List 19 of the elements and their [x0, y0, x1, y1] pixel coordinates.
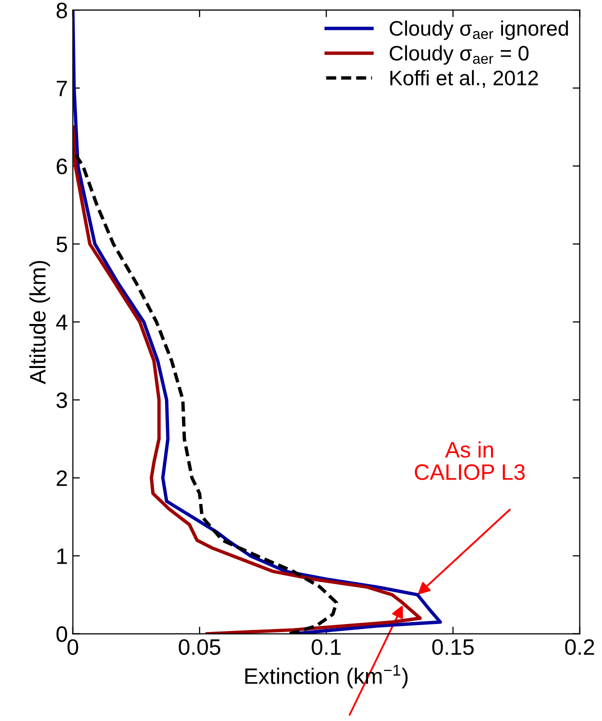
legend-label: Koffi et al., 2012 [390, 70, 538, 88]
legend-label: Cloudy σ$_{aer}$ ignored [390, 20, 568, 40]
y-tick-label: 5 [56, 236, 68, 252]
y-tick-label: 0 [56, 626, 68, 642]
x-tick-label: 0.1 [312, 639, 341, 655]
x-tick-label: 0.2 [565, 639, 594, 655]
y-axis-title: Altitude (km) [29, 260, 50, 384]
x-tick-label: 0.15 [432, 639, 474, 655]
annotation: As in CALIOP L3 [414, 441, 525, 480]
y-tick-label: 6 [56, 158, 68, 174]
legend-label: Cloudy σ$_{aer}$ = 0 [390, 45, 529, 65]
y-tick-label: 4 [56, 314, 68, 330]
y-tick-label: 8 [56, 2, 68, 18]
x-tick-label: 0.05 [178, 639, 220, 655]
y-tick-label: 2 [56, 470, 67, 486]
x-tick-label: 0 [68, 639, 78, 655]
y-tick-label: 3 [56, 392, 68, 408]
y-tick-label: 7 [56, 80, 67, 96]
y-tick-label: 1 [57, 548, 67, 564]
